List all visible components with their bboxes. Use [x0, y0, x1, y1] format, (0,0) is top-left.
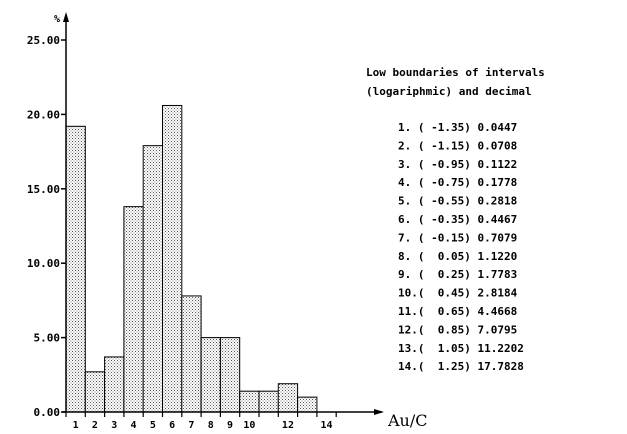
axes-layer: % Au/C: [54, 12, 428, 430]
x-tick-label: 4: [131, 420, 137, 431]
bar-8: [200, 337, 221, 413]
x-axis-label: Au/C: [387, 411, 428, 430]
legend-row: 11.( 0.65) 4.4668: [398, 305, 517, 318]
legend-row: 9. ( 0.25) 1.7783: [398, 268, 517, 281]
x-axis-arrow: [374, 409, 384, 415]
bar-9: [219, 337, 241, 413]
x-tick-label: 7: [188, 420, 194, 431]
legend: Low boundaries of intervals (logariphmic…: [366, 66, 545, 373]
legend-row: 13.( 1.05) 11.2202: [398, 342, 524, 355]
y-axis-unit: %: [54, 14, 60, 25]
legend-row: 12.( 0.85) 7.0795: [398, 323, 517, 336]
legend-row: 3. ( -0.95) 0.1122: [398, 158, 517, 171]
x-tick-label: 8: [208, 420, 214, 431]
x-tick-label: 2: [92, 420, 98, 431]
x-tick-label: 5: [150, 420, 156, 431]
x-tick-label: 12: [282, 420, 294, 431]
legend-title-line: (logariphmic) and decimal: [366, 85, 532, 98]
bar-5: [142, 145, 163, 413]
legend-row: 7. ( -0.15) 0.7079: [398, 231, 517, 244]
legend-row: 14.( 1.25) 17.7828: [398, 360, 524, 373]
y-tick-label: 0.00: [34, 406, 61, 419]
bar-12: [277, 383, 299, 413]
x-ticks: 1 2 3 4 5 6 7 8 9 10 12 14: [65, 412, 337, 431]
x-tick-label: 6: [169, 420, 175, 431]
x-tick-label: 10: [243, 420, 255, 431]
x-tick-label: 1: [73, 420, 79, 431]
y-ticks: 0.00 5.00 10.00 15.00 20.00 25.00: [27, 34, 66, 419]
legend-row: 1. ( -1.35) 0.0447: [398, 121, 517, 134]
x-tick-label: 9: [227, 420, 233, 431]
y-tick-label: 25.00: [27, 34, 60, 47]
legend-row: 10.( 0.45) 2.8184: [398, 287, 518, 300]
bar-3: [104, 356, 125, 413]
y-tick-label: 5.00: [34, 332, 61, 345]
bar-1: [65, 125, 86, 413]
bar-7: [181, 295, 202, 413]
legend-row: 8. ( 0.05) 1.1220: [398, 250, 517, 263]
bar-11: [258, 390, 279, 413]
bar-4: [123, 206, 144, 413]
y-tick-label: 15.00: [27, 183, 60, 196]
bar-6: [162, 104, 183, 413]
legend-row: 6. ( -0.35) 0.4467: [398, 213, 517, 226]
legend-row: 2. ( -1.15) 0.0708: [398, 139, 517, 152]
legend-title-line: Low boundaries of intervals: [366, 66, 545, 79]
y-tick-label: 20.00: [27, 108, 60, 121]
bar-10: [239, 390, 260, 413]
bar-2: [84, 371, 106, 413]
x-tick-label: 3: [111, 420, 117, 431]
bars-layer: [65, 104, 318, 413]
legend-row: 4. ( -0.75) 0.1778: [398, 176, 517, 189]
y-tick-label: 10.00: [27, 257, 60, 270]
legend-row: 5. ( -0.55) 0.2818: [398, 195, 517, 208]
x-tick-label: 14: [321, 420, 333, 431]
bar-13: [297, 396, 318, 413]
y-axis-arrow: [63, 12, 69, 22]
